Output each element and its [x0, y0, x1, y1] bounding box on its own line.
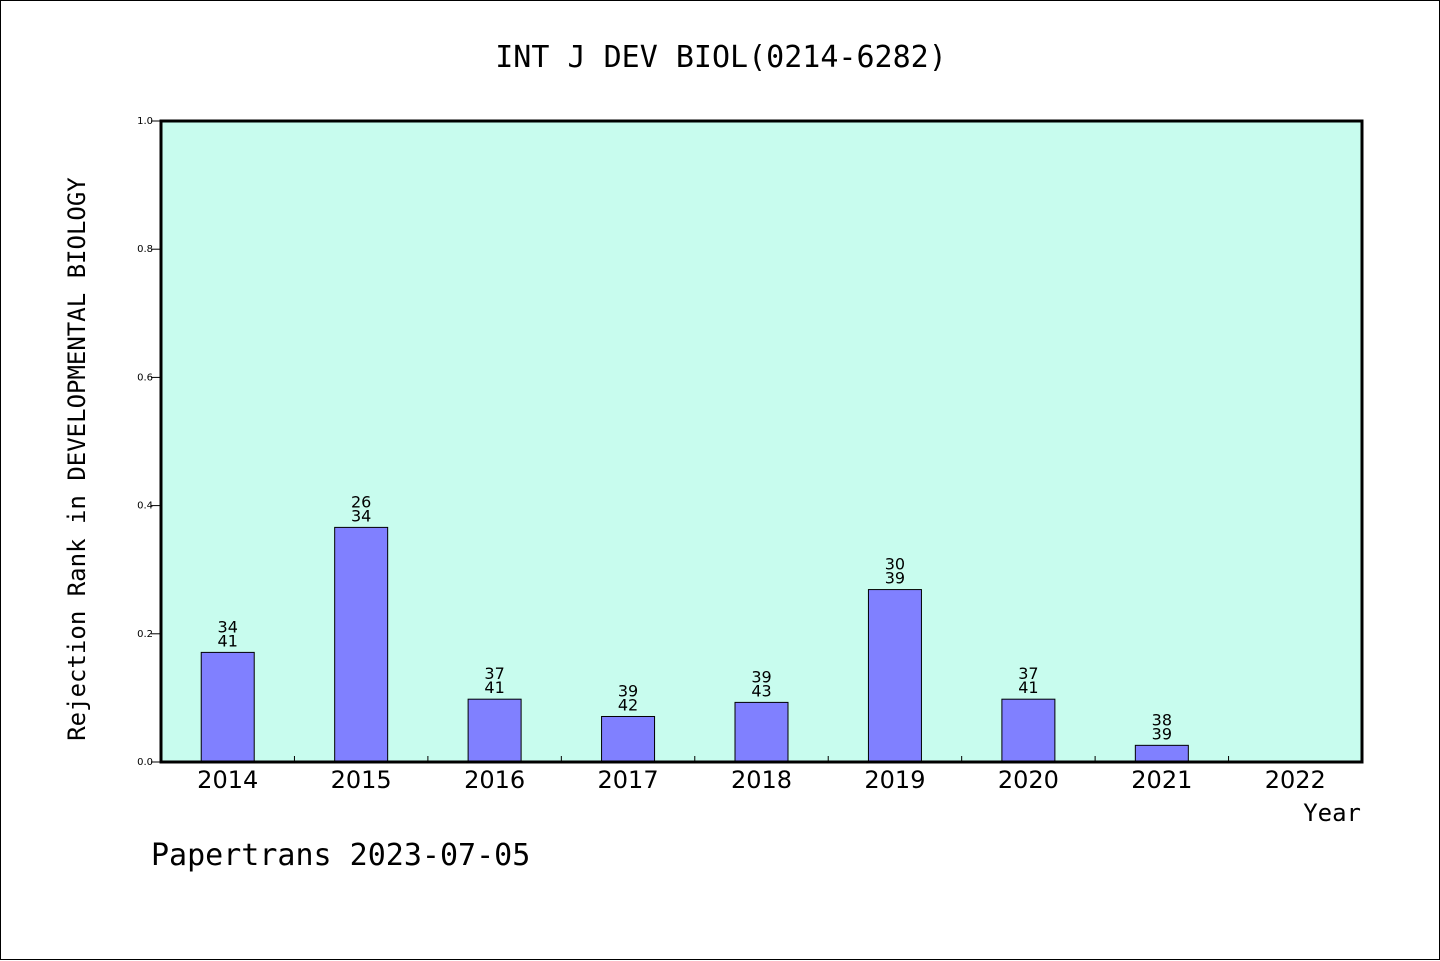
chart-title: INT J DEV BIOL(0214-6282) [495, 40, 947, 75]
bar-label: 39 [618, 681, 638, 700]
bar-label: 41 [1018, 678, 1038, 697]
plot-border [159, 119, 1364, 764]
x-tick-label: 2017 [598, 766, 659, 794]
x-tick-label: 2014 [197, 766, 258, 794]
x-tick-label: 2022 [1265, 766, 1326, 794]
y-axis-label: Rejection Rank in DEVELOPMENTAL BIOLOGY [63, 177, 91, 741]
bar-label: 34 [218, 617, 238, 636]
bar-label: 41 [218, 631, 238, 650]
bars-group [200, 526, 1189, 763]
bar-label: 26 [351, 492, 371, 511]
x-tick-label: 2016 [464, 766, 525, 794]
bar-2020 [1001, 698, 1056, 763]
footer-watermark: Papertrans 2023-07-05 [151, 838, 530, 873]
x-axis: 2014 2015 2016 2017 2018 2019 2020 2021 2022 [197, 756, 1326, 794]
x-tick-label: 2020 [998, 766, 1059, 794]
bar-label: 38 [1152, 710, 1172, 729]
bar-2014 [200, 651, 255, 763]
y-tick-label: 0.4 [137, 501, 153, 512]
bar-2016 [467, 698, 522, 763]
bar-label: 37 [484, 664, 504, 683]
bar-label: 37 [1018, 664, 1038, 683]
y-tick-label: 1.0 [137, 116, 153, 127]
bar-label: 34 [351, 506, 371, 525]
bar-label: 39 [1152, 724, 1172, 743]
bar-2018 [734, 701, 789, 763]
y-tick-label: 0.2 [137, 629, 153, 640]
bar-2015 [334, 526, 389, 763]
y-axis: 0.0 0.2 0.4 0.6 0.8 1.0 [137, 116, 161, 768]
bar-label: 41 [484, 678, 504, 697]
y-tick-label: 0.8 [137, 244, 153, 255]
x-axis-label: Year [1303, 799, 1361, 827]
bar-2017 [601, 715, 656, 763]
bar-label: 42 [618, 695, 638, 714]
bar-label: 30 [885, 555, 905, 574]
x-tick-label: 2018 [731, 766, 792, 794]
bar-label: 39 [751, 667, 771, 686]
bar-2021 [1134, 744, 1189, 763]
y-tick-label: 0.6 [137, 372, 153, 383]
bar-label: 43 [751, 681, 771, 700]
y-tick-label: 0.0 [137, 757, 153, 768]
bar-2019 [867, 589, 922, 763]
x-tick-label: 2021 [1131, 766, 1192, 794]
x-tick-label: 2019 [864, 766, 925, 794]
bar-label: 39 [885, 569, 905, 588]
x-tick-label: 2015 [331, 766, 392, 794]
